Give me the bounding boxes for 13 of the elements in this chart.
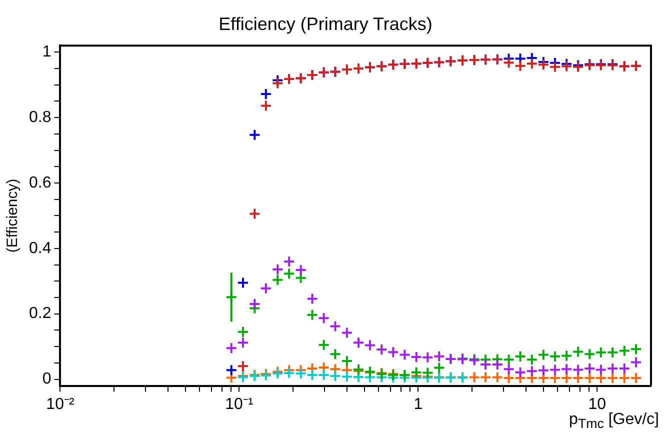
y-axis-title: (Efficiency): [4, 178, 22, 253]
y-tick-label: 1: [42, 44, 52, 61]
x-tick-label: 10: [588, 396, 606, 413]
y-tick-label: 0.8: [28, 108, 52, 126]
x-tick-label: 10⁻¹: [225, 396, 254, 413]
y-tick-label: 0.6: [28, 174, 52, 192]
chart-title: Efficiency (Primary Tracks): [218, 14, 432, 34]
y-tick-label: 0: [42, 370, 52, 388]
y-tick-label: 0.2: [28, 305, 52, 322]
x-tick-label: 10⁻²: [46, 396, 75, 413]
x-tick-label: 1: [414, 396, 423, 413]
y-tick-label: 0.4: [28, 240, 52, 257]
x-axis-title: p$_{Tmc}$ [Gev/c]: [569, 410, 659, 431]
